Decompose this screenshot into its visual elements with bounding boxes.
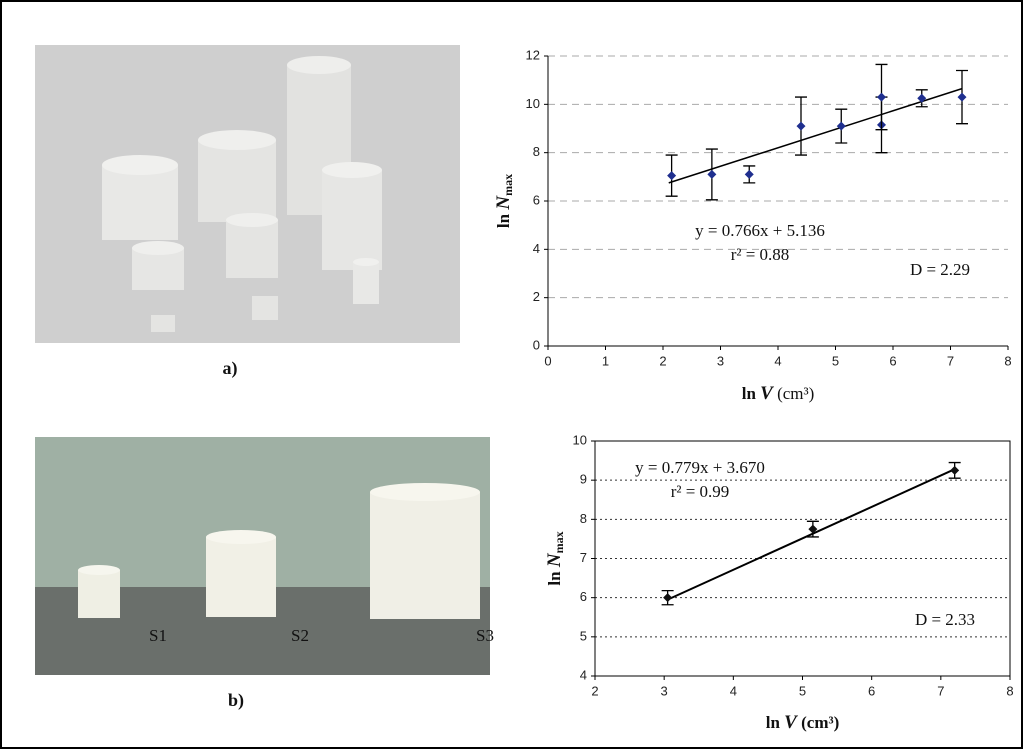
x-tick-label: 7	[937, 683, 944, 698]
panel-label: a)	[223, 358, 238, 379]
x-tick-label: 3	[717, 353, 724, 368]
y-axis-label-part: N	[544, 552, 565, 568]
y-tick-label: 12	[526, 47, 540, 62]
x-tick-label: 6	[868, 683, 875, 698]
x-tick-label: 5	[832, 353, 839, 368]
photo-a	[35, 45, 460, 343]
x-tick-label: 2	[659, 353, 666, 368]
annotation: y = 0.766x + 5.136	[695, 221, 825, 240]
y-tick-label: 5	[580, 628, 587, 643]
x-tick-label: 1	[602, 353, 609, 368]
x-tick-label: 7	[947, 353, 954, 368]
x-tick-label: 4	[730, 683, 737, 698]
panel-label: b)	[228, 690, 244, 711]
annotation: r² = 0.88	[731, 245, 790, 264]
y-axis-label-part: ln	[494, 210, 513, 228]
y-tick-label: 6	[533, 192, 540, 207]
y-tick-label: 7	[580, 550, 587, 565]
x-axis-label: ln V (cm³)	[766, 712, 840, 733]
y-axis-label-part: max	[501, 174, 515, 196]
x-tick-label: 0	[544, 353, 551, 368]
y-tick-label: 4	[580, 667, 587, 682]
x-tick-label: 8	[1006, 683, 1013, 698]
x-axis-label: ln V (cm³)	[742, 383, 815, 404]
y-tick-label: 8	[533, 144, 540, 159]
y-tick-label: 4	[533, 241, 540, 256]
x-tick-label: 3	[661, 683, 668, 698]
figure: a) S1 S2 S3 b) 024681012012345678y = 0.7…	[0, 0, 1023, 749]
annotation: D = 2.29	[910, 260, 970, 279]
y-axis-label-part: ln	[545, 567, 564, 585]
y-tick-label: 10	[526, 96, 540, 111]
x-tick-label: 8	[1004, 353, 1011, 368]
sample-label: S2	[291, 626, 309, 645]
y-tick-label: 2	[533, 289, 540, 304]
y-tick-label: 8	[580, 511, 587, 526]
x-axis-label-part: ln	[766, 713, 784, 732]
x-tick-label: 5	[799, 683, 806, 698]
x-tick-label: 6	[889, 353, 896, 368]
y-tick-label: 9	[580, 472, 587, 487]
sample-label: S3	[476, 626, 494, 645]
x-tick-label: 4	[774, 353, 781, 368]
annotation: D = 2.33	[915, 610, 975, 629]
y-axis-label-part: N	[493, 195, 514, 211]
y-tick-label: 6	[580, 589, 587, 604]
x-axis-label-part: (cm³)	[773, 384, 814, 403]
x-axis-label-part: (cm³)	[797, 713, 839, 732]
sample-label: S1	[149, 626, 167, 645]
photo-b	[35, 437, 490, 675]
x-tick-label: 2	[591, 683, 598, 698]
annotation: y = 0.779x + 3.670	[635, 458, 765, 477]
y-tick-label: 0	[533, 337, 540, 352]
y-tick-label: 10	[573, 432, 587, 447]
x-axis-label-part: ln	[742, 384, 760, 403]
y-axis-label-part: max	[552, 531, 566, 553]
annotation: r² = 0.99	[671, 482, 730, 501]
